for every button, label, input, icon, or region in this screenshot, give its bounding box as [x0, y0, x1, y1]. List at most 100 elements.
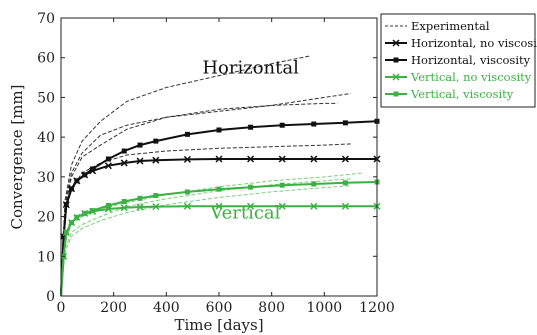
legend: Experimental Horizontal, no viscosit Horiz… [380, 13, 537, 108]
series-line-experimental-v3 [60, 185, 351, 297]
data-point-vertical-no-viscosity [183, 202, 191, 210]
axes: 0 200 400 600 800 1000 1200 0 10 20 30 40 50 60 70 [37, 11, 395, 316]
data-point-horizontal-viscosity [248, 124, 254, 130]
data-point-horizontal-no-viscosit [104, 162, 112, 170]
y-tick-label: 70 [37, 11, 55, 27]
data-point-vertical-viscosity [74, 214, 80, 220]
x-tick-label: 0 [57, 300, 66, 316]
x-marker-stroke [247, 202, 255, 210]
series-line-horizontal-viscosity [60, 120, 378, 297]
data-point-vertical-viscosity [82, 210, 88, 216]
data-point-horizontal-viscosity [61, 233, 67, 239]
legend-item-horizontal-no-viscosit: Horizontal, no viscosit [385, 36, 537, 50]
plot-area [60, 55, 381, 297]
x-marker-stroke [183, 155, 191, 163]
data-point-vertical-viscosity [153, 193, 159, 199]
x-tick-label: 1200 [359, 300, 395, 316]
legend-swatch-marker [392, 39, 400, 47]
data-point-vertical-viscosity [90, 208, 96, 214]
data-point-horizontal-viscosity [137, 142, 143, 148]
legend-item-horizontal-viscosity: Horizontal, viscosity [385, 53, 531, 67]
x-marker-stroke [120, 204, 128, 212]
x-marker-stroke [341, 155, 349, 163]
x-marker-stroke [152, 203, 160, 211]
data-point-horizontal-viscosity [184, 131, 190, 137]
annotation-vertical: Vertical [209, 203, 280, 224]
legend-item-vertical-viscosity: Vertical, viscosity [385, 87, 514, 101]
legend-label: Experimental [411, 19, 490, 33]
data-point-vertical-viscosity [248, 184, 254, 190]
y-tick-label: 10 [37, 249, 55, 265]
x-marker-stroke [215, 202, 223, 210]
x-marker-stroke [278, 155, 286, 163]
x-tick-label: 800 [258, 300, 285, 316]
data-point-horizontal-viscosity [342, 120, 348, 126]
legend-swatch-marker [393, 57, 399, 63]
data-point-horizontal-viscosity [216, 127, 222, 133]
legend-item-vertical-no-viscosity: Vertical, no viscosity [385, 70, 532, 84]
data-point-vertical-no-viscosity [341, 202, 349, 210]
data-point-horizontal-no-viscosit [247, 155, 255, 163]
data-point-vertical-viscosity [69, 220, 75, 226]
data-point-vertical-viscosity [184, 189, 190, 195]
data-point-horizontal-no-viscosit [278, 155, 286, 163]
data-point-horizontal-no-viscosit [310, 155, 318, 163]
data-point-vertical-viscosity [63, 229, 69, 235]
legend-label: Vertical, viscosity [410, 87, 514, 101]
y-tick-label: 40 [37, 130, 55, 146]
data-point-horizontal-no-viscosit [120, 159, 128, 167]
annotation-horizontal: Horizontal [202, 58, 299, 79]
x-axis-label: Time [days] [174, 316, 263, 334]
x-marker-stroke [278, 202, 286, 210]
y-tick-label: 0 [46, 289, 55, 305]
data-point-vertical-viscosity [121, 198, 127, 204]
series-line-vertical-viscosity [60, 181, 378, 297]
data-point-vertical-no-viscosity [120, 204, 128, 212]
data-point-horizontal-viscosity [311, 121, 317, 127]
data-point-horizontal-no-viscosit [152, 156, 160, 164]
legend-swatch-marker [392, 73, 400, 81]
y-axis-label: Convergence [mm] [8, 84, 26, 229]
x-marker-stroke [310, 155, 318, 163]
data-point-vertical-viscosity [216, 186, 222, 192]
x-marker-stroke [104, 162, 112, 170]
data-point-vertical-viscosity [279, 182, 285, 188]
data-point-vertical-no-viscosity [215, 202, 223, 210]
x-tick-label: 1000 [307, 300, 343, 316]
y-tick-label: 50 [37, 90, 55, 106]
data-point-horizontal-viscosity [63, 202, 69, 208]
legend-swatch-marker [393, 91, 399, 97]
data-point-horizontal-no-viscosit [183, 155, 191, 163]
data-point-vertical-no-viscosity [247, 202, 255, 210]
series-line-experimental-h2 [60, 93, 351, 297]
legend-item-experimental: Experimental [385, 19, 490, 33]
y-tick-label: 30 [37, 170, 55, 186]
data-point-vertical-viscosity [137, 195, 143, 201]
data-point-horizontal-viscosity [74, 178, 80, 184]
series-line-horizontal-no-viscosit [60, 158, 377, 297]
legend-label: Vertical, no viscosity [410, 70, 532, 84]
data-point-vertical-no-viscosity [278, 202, 286, 210]
data-point-horizontal-viscosity [279, 122, 285, 128]
x-marker-stroke [215, 155, 223, 163]
series-line-experimental-h1 [60, 55, 312, 297]
x-marker-stroke [183, 202, 191, 210]
x-tick-label: 600 [206, 300, 233, 316]
data-point-vertical-no-viscosity [152, 203, 160, 211]
data-point-horizontal-no-viscosit [136, 157, 144, 165]
x-marker-stroke [247, 155, 255, 163]
x-marker-stroke [341, 202, 349, 210]
data-point-vertical-no-viscosity [310, 202, 318, 210]
data-point-vertical-viscosity [342, 180, 348, 186]
data-point-horizontal-viscosity [153, 138, 159, 144]
x-marker-stroke [136, 203, 144, 211]
x-tick-label: 200 [100, 300, 127, 316]
x-marker-stroke [152, 156, 160, 164]
data-point-vertical-viscosity [105, 202, 111, 208]
data-point-horizontal-viscosity [82, 172, 88, 178]
x-marker-stroke [310, 202, 318, 210]
y-tick-label: 20 [37, 210, 55, 226]
data-point-horizontal-viscosity [121, 148, 127, 154]
x-tick-label: 400 [153, 300, 180, 316]
